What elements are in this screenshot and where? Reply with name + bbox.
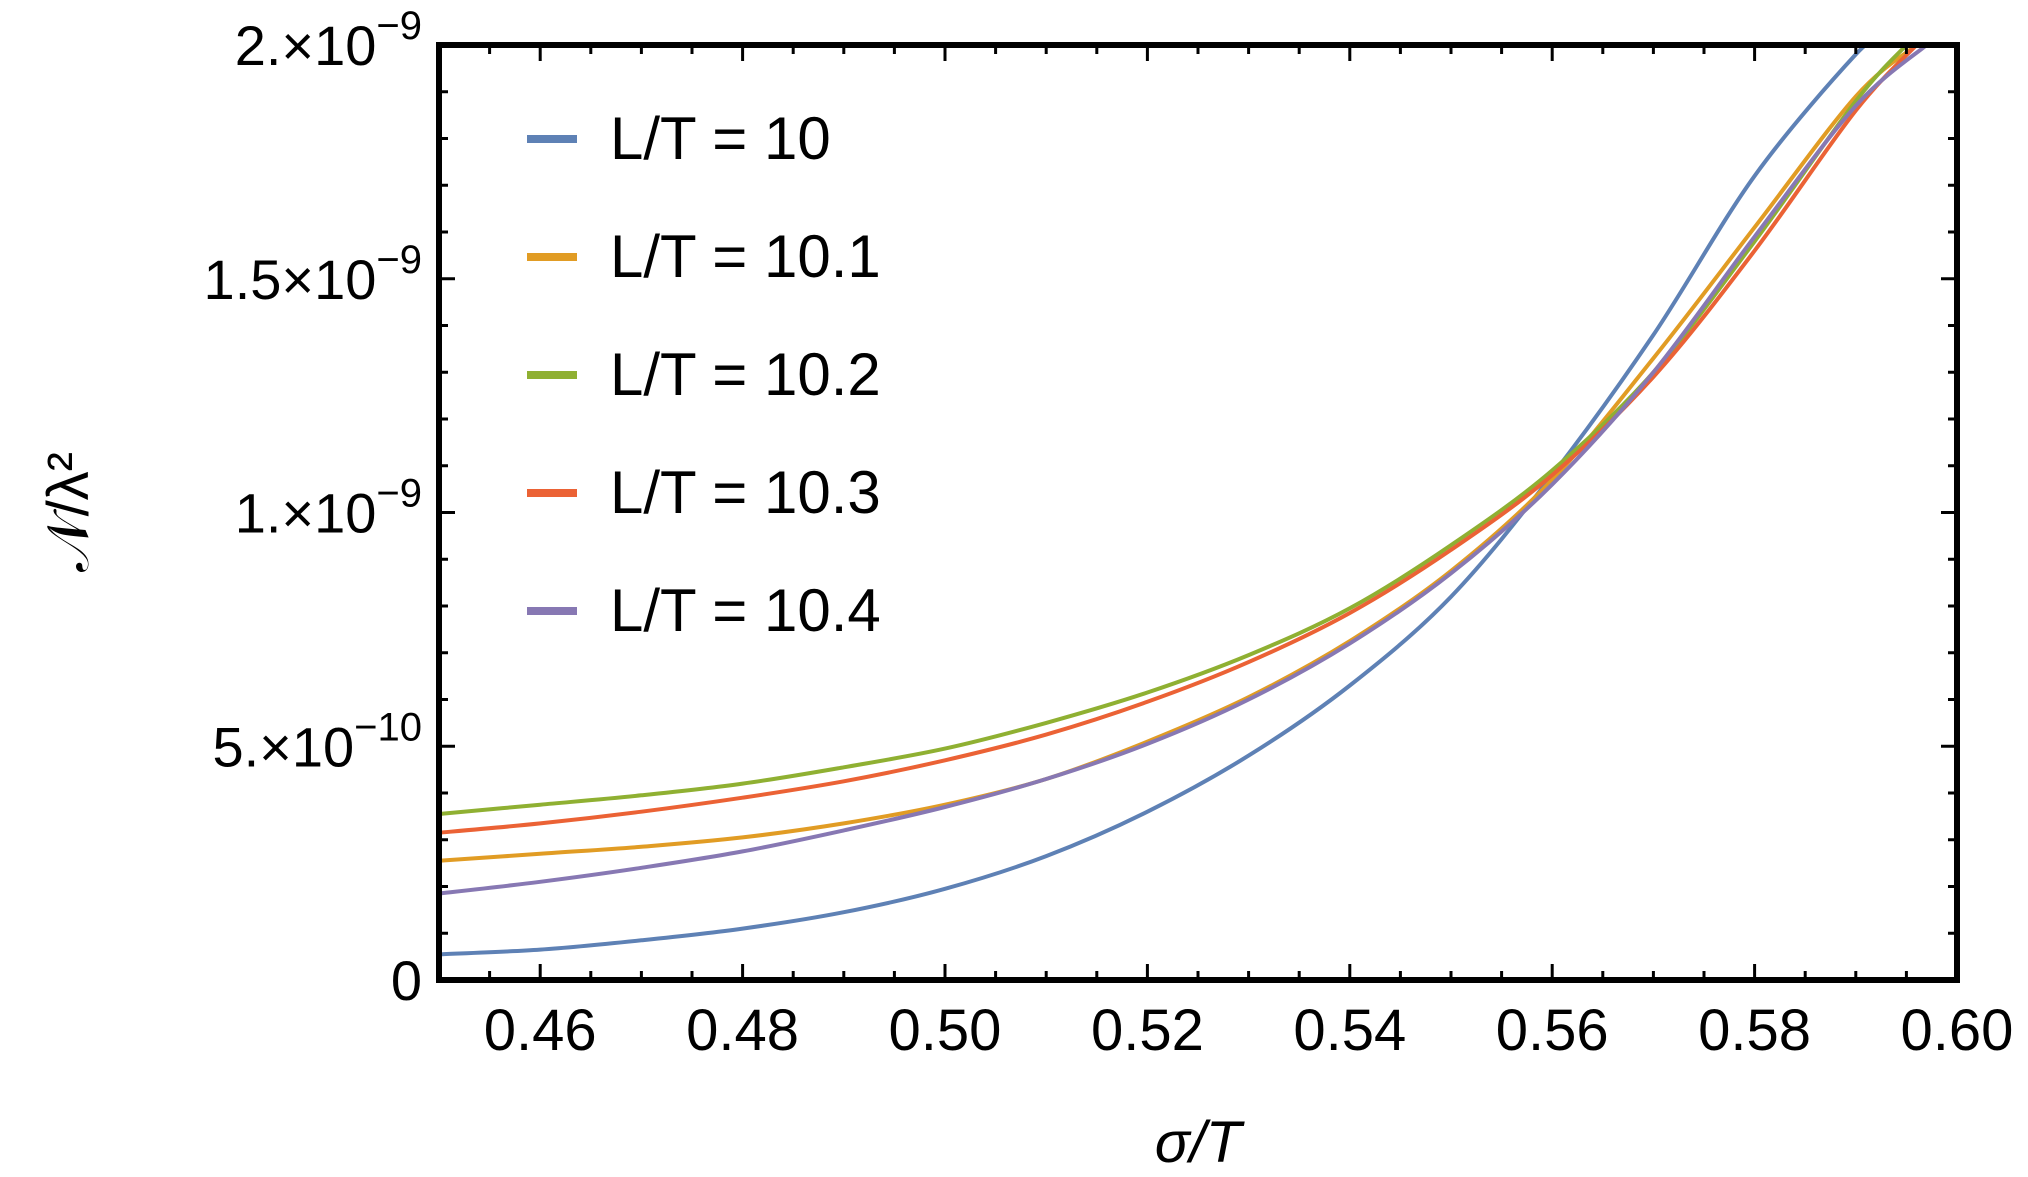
series-line-2: [439, 45, 1908, 816]
x-tick-label: 0.58: [1698, 998, 1811, 1063]
x-tick-label: 0.48: [686, 998, 799, 1063]
legend-label: L/T = 10: [610, 105, 831, 172]
ticks-layer: 0.46 0.48 0.50 0.52 0.54 0.56 0.58 0.60 0 5.×10−1…: [204, 4, 2014, 1063]
x-tick-label: 0.60: [1901, 998, 2014, 1063]
y-tick-label: 2.×10−9: [235, 4, 422, 77]
y-tick-label: 1.5×10−9: [204, 238, 422, 311]
y-axis-title: 𝒩/λ²: [36, 452, 101, 572]
legend-label: L/T = 10.4: [610, 577, 881, 644]
x-tick-label: 0.52: [1091, 998, 1204, 1063]
legend-label: L/T = 10.2: [610, 341, 881, 408]
series-line-1: [439, 45, 1918, 863]
legend-label: L/T = 10.3: [610, 459, 881, 526]
series-line-4: [439, 45, 1928, 896]
legend: L/T = 10 L/T = 10.1 L/T = 10.2 L/T = 10.3 L/…: [527, 105, 881, 644]
y-tick-label: 5.×10−10: [212, 705, 422, 778]
x-tick-label: 0.56: [1496, 998, 1609, 1063]
series-layer: [439, 45, 1928, 957]
x-axis-title: σ/T: [1155, 1110, 1245, 1175]
x-tick-label: 0.50: [889, 998, 1002, 1063]
series-line-0: [439, 45, 1878, 957]
y-tick-label: 0: [391, 949, 422, 1012]
x-tick-label: 0.46: [484, 998, 597, 1063]
series-line-3: [439, 45, 1918, 835]
x-tick-label: 0.54: [1293, 998, 1406, 1063]
legend-label: L/T = 10.1: [610, 223, 881, 290]
y-tick-label: 1.×10−9: [235, 472, 422, 545]
